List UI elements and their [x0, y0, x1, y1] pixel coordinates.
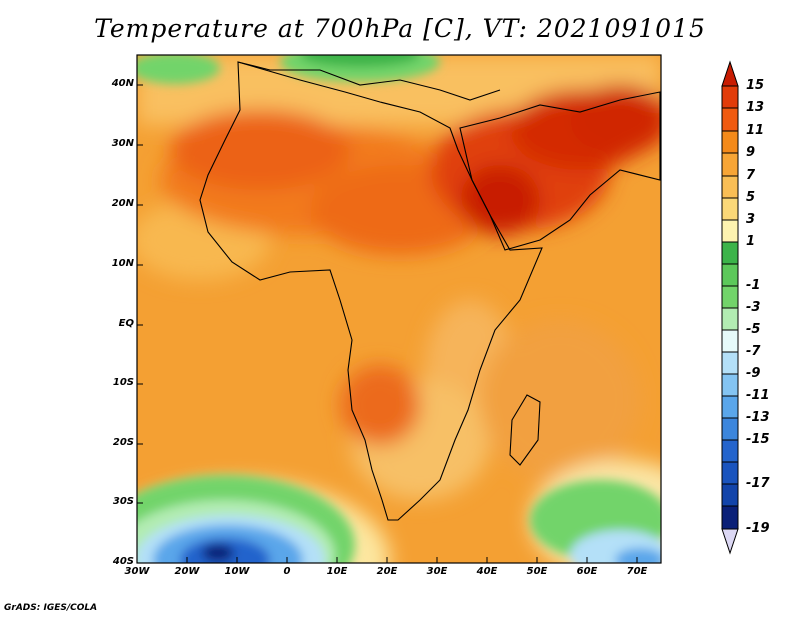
colorbar-segment: [721, 439, 739, 463]
colorbar-segment: [721, 263, 739, 287]
lon-label: 40E: [476, 566, 498, 577]
colorbar-segment: [721, 395, 739, 419]
colorbar-label: -1: [746, 278, 761, 293]
lat-label: 10S: [112, 377, 134, 388]
lon-label: 20W: [174, 566, 200, 577]
africa-coast: [199, 61, 543, 521]
lon-label: 10W: [224, 566, 250, 577]
lon-label: 30E: [426, 566, 448, 577]
colorbar-bottom-arrow: [721, 528, 739, 555]
lon-label: 50E: [526, 566, 548, 577]
lat-label: 30S: [112, 496, 134, 507]
lat-label: EQ: [118, 318, 134, 329]
lat-label: 20S: [112, 437, 134, 448]
mediterranean-coast: [237, 61, 501, 101]
colorbar-label: -7: [746, 344, 761, 359]
coastlines: [199, 61, 661, 521]
colorbar-segment: [721, 373, 739, 397]
lon-label: 70E: [626, 566, 648, 577]
lat-label: 20N: [111, 198, 134, 209]
colorbar-label: -9: [746, 366, 761, 381]
colorbar-segment: [721, 461, 739, 485]
colorbar-label: -19: [746, 521, 770, 536]
lon-label: 10E: [326, 566, 348, 577]
colorbar-label: 3: [746, 212, 756, 227]
lat-label: 30N: [111, 138, 134, 149]
colorbar-segment: [721, 307, 739, 331]
colorbar-segment: [721, 329, 739, 353]
credit-text: GrADS: IGES/COLA: [4, 603, 98, 613]
lon-label: 0: [283, 566, 291, 577]
temperature-field: [137, 55, 661, 563]
colorbar-label: -3: [746, 300, 761, 315]
colorbar: [721, 60, 739, 555]
axis-ticks: [137, 84, 638, 563]
colorbar-label: -17: [746, 476, 770, 491]
colorbar-label: -11: [746, 388, 770, 403]
colorbar-label: 13: [746, 100, 765, 115]
colorbar-label: 5: [746, 190, 756, 205]
colorbar-label: -15: [746, 432, 770, 447]
colorbar-segment: [721, 130, 739, 154]
lon-label: 60E: [576, 566, 598, 577]
colorbar-label: 9: [746, 145, 756, 160]
colorbar-segment: [721, 219, 739, 243]
plot-frame: [136, 54, 662, 564]
colorbar-segment: [721, 417, 739, 441]
lon-label: 20E: [376, 566, 398, 577]
colorbar-segment: [721, 152, 739, 177]
colorbar-segment: [721, 241, 739, 265]
colorbar-segment: [721, 107, 739, 132]
colorbar-label: 7: [746, 168, 756, 183]
lat-label: 10N: [111, 258, 134, 269]
lon-label: 30W: [124, 566, 150, 577]
lat-label: 40S: [112, 556, 134, 567]
colorbar-segment: [721, 285, 739, 309]
colorbar-segment: [721, 483, 739, 507]
lat-label: 40N: [111, 78, 134, 89]
arabia-coast: [459, 91, 661, 251]
colorbar-label: -13: [746, 410, 770, 425]
colorbar-label: 15: [746, 78, 765, 93]
colorbar-label: 11: [746, 123, 765, 138]
madagascar-coast: [509, 394, 541, 466]
colorbar-label: 1: [746, 234, 756, 249]
colorbar-segment: [721, 197, 739, 221]
colorbar-segment: [721, 505, 739, 530]
colorbar-segment: [721, 351, 739, 375]
colorbar-segment: [721, 85, 739, 109]
colorbar-segment: [721, 175, 739, 199]
colorbar-top-arrow: [721, 60, 739, 87]
colorbar-label: -5: [746, 322, 761, 337]
map-title: Temperature at 700hPa [C], VT: 202109101…: [94, 14, 706, 43]
